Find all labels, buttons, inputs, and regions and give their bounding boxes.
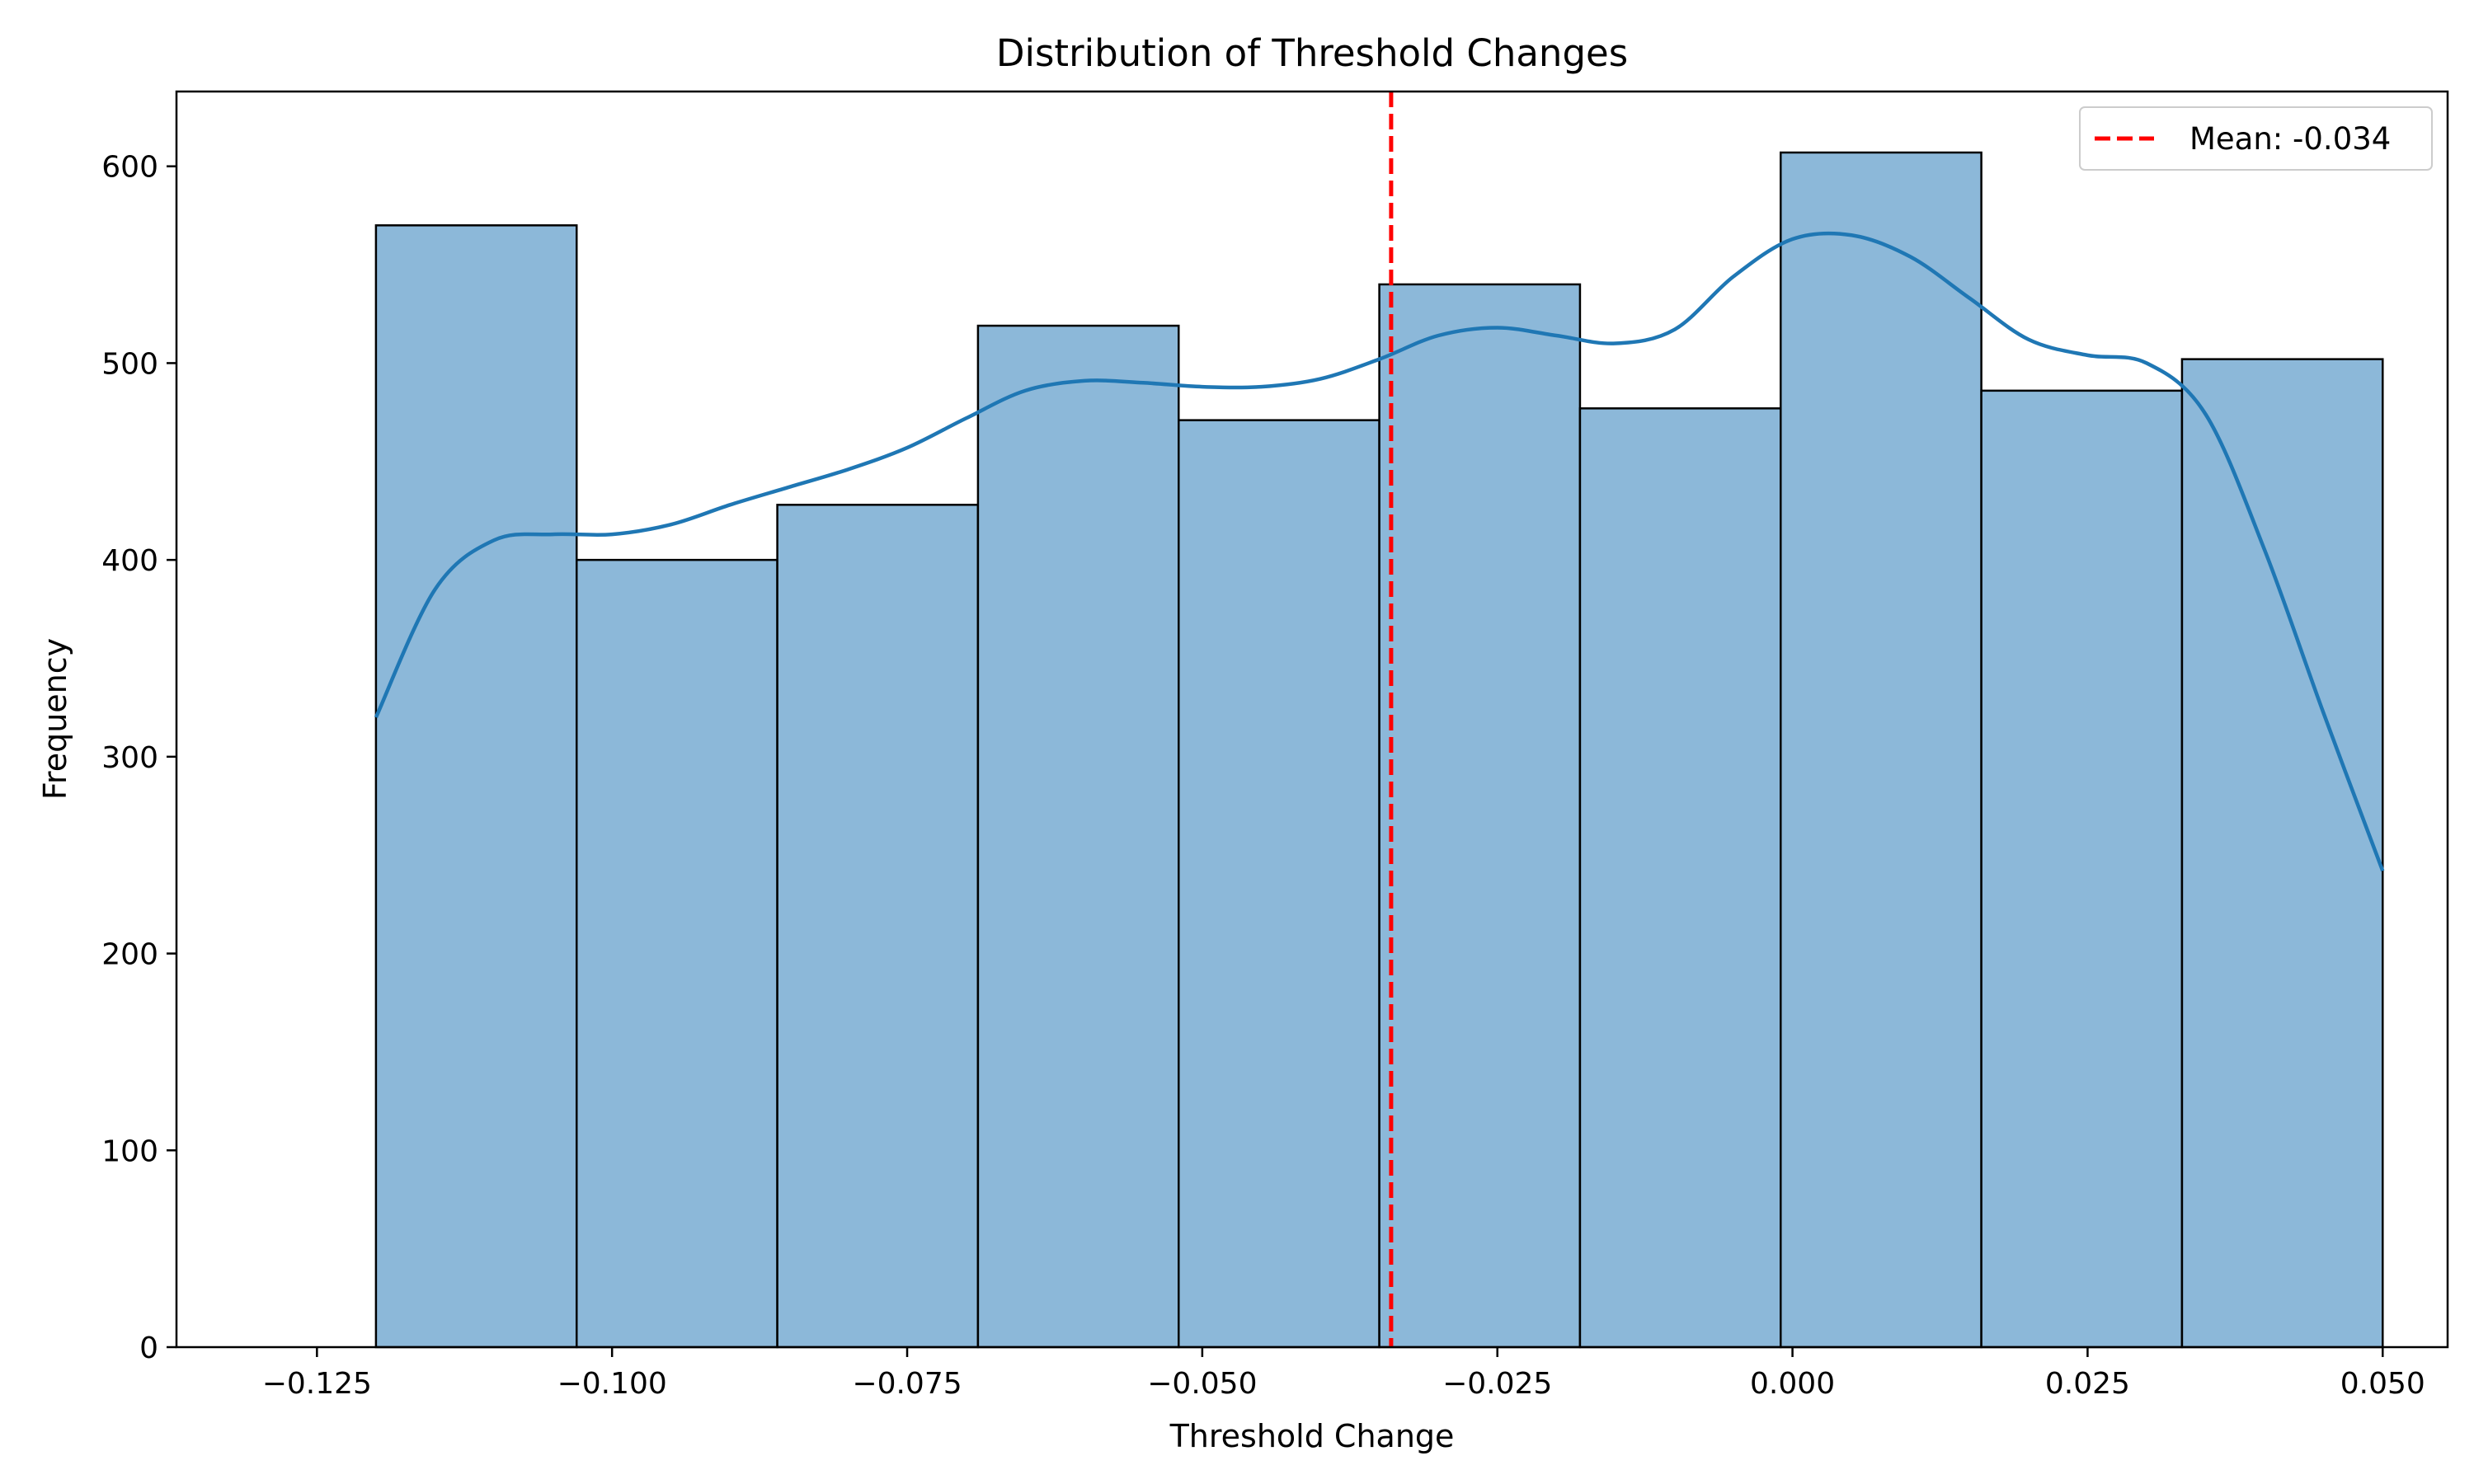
legend-box: [2079, 106, 2433, 171]
histogram-bars: [374, 151, 2384, 1349]
x-tick-label-5: 0.000: [1750, 1367, 1835, 1401]
histogram-bar-10: [2180, 358, 2384, 1349]
x-axis-label: Threshold Change: [1169, 1418, 1455, 1454]
histogram-bar-5: [1178, 419, 1380, 1349]
chart-title: Distribution of Threshold Changes: [996, 31, 1628, 75]
histogram-bar-9: [1980, 389, 2184, 1349]
y-tick-label-4: 400: [101, 544, 158, 578]
histogram-bar-1: [374, 224, 578, 1349]
y-tick-label-2: 200: [101, 938, 158, 972]
histogram-bar-7: [1578, 407, 1782, 1349]
y-axis-label: Frequency: [37, 638, 73, 800]
histogram-bar-8: [1780, 151, 1982, 1349]
y-tick-label-6: 600: [101, 151, 158, 185]
x-axis-ticks: −0.125 −0.100 −0.075 −0.050 −0.025 0.000 0.025…: [262, 1347, 2425, 1401]
legend-label-mean: Mean: -0.034: [2189, 121, 2391, 157]
x-tick-label-1: −0.100: [557, 1367, 667, 1401]
histogram-bar-2: [575, 558, 778, 1349]
x-tick-label-3: −0.050: [1147, 1367, 1257, 1401]
legend: Mean: -0.034: [2079, 106, 2433, 171]
y-tick-label-5: 500: [101, 347, 158, 381]
histogram-bar-6: [1378, 283, 1582, 1349]
x-tick-label-2: −0.075: [852, 1367, 962, 1401]
histogram-bar-3: [776, 504, 980, 1349]
plot-frame: [175, 90, 2449, 1349]
y-axis-ticks: 0 100 200 300 400 500 600: [101, 151, 176, 1365]
x-tick-label-4: −0.025: [1442, 1367, 1552, 1401]
y-tick-label-0: 0: [139, 1331, 158, 1365]
y-tick-label-3: 300: [101, 741, 158, 775]
x-tick-label-7: 0.050: [2340, 1367, 2425, 1401]
x-tick-label-6: 0.025: [2045, 1367, 2130, 1401]
kde-curve: [374, 231, 2385, 872]
x-tick-label-0: −0.125: [262, 1367, 372, 1401]
histogram-bar-4: [976, 324, 1180, 1349]
y-tick-label-1: 100: [101, 1134, 158, 1168]
